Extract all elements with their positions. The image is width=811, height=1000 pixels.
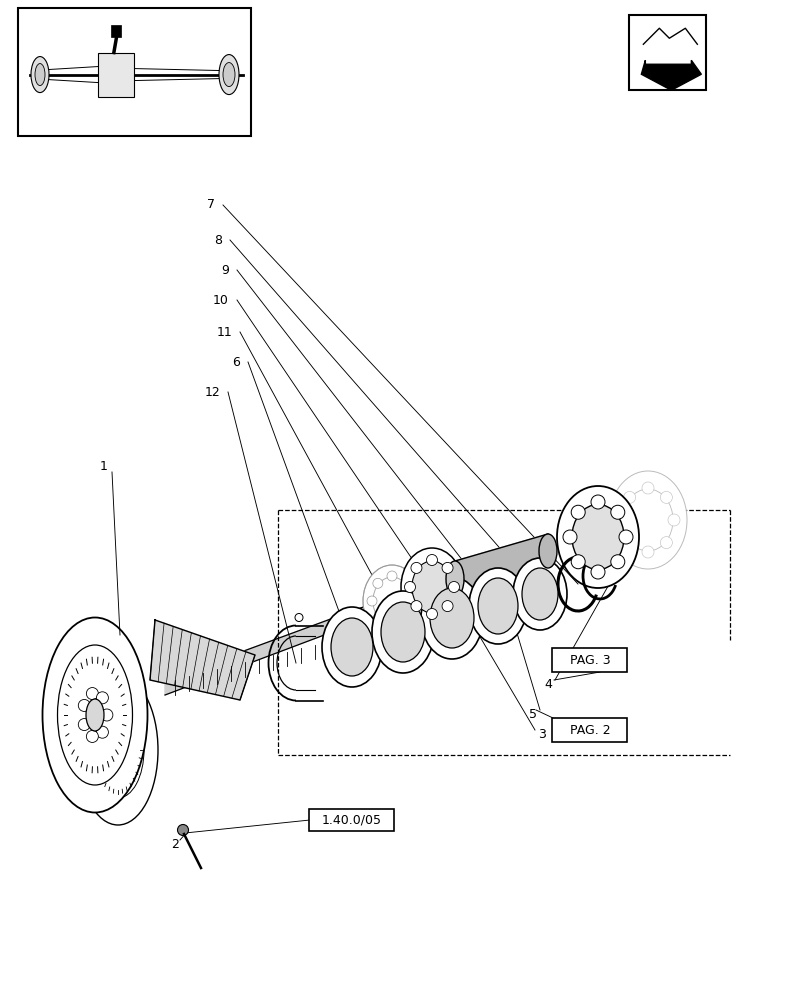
Circle shape [562,530,577,544]
Circle shape [426,554,437,566]
Text: 1.40.0/05: 1.40.0/05 [322,813,381,826]
Circle shape [590,495,604,509]
Ellipse shape [78,675,158,825]
Ellipse shape [556,486,638,588]
Text: 7: 7 [207,198,215,212]
Ellipse shape [363,565,420,637]
Ellipse shape [478,578,517,634]
Circle shape [401,578,410,588]
Ellipse shape [219,55,238,95]
Ellipse shape [622,489,672,551]
Text: 11: 11 [216,326,232,338]
Text: PAG. 3: PAG. 3 [569,654,610,666]
Ellipse shape [380,602,424,662]
Circle shape [659,537,672,549]
Ellipse shape [420,577,483,659]
Ellipse shape [469,568,526,644]
Circle shape [610,555,624,569]
Text: 9: 9 [221,263,229,276]
Ellipse shape [92,702,144,798]
Bar [551,718,627,742]
Text: 3: 3 [538,728,545,742]
Circle shape [406,596,417,606]
Ellipse shape [445,561,463,597]
Bar [98,53,134,97]
Circle shape [616,514,627,526]
Polygon shape [165,553,509,695]
Text: 12: 12 [204,385,220,398]
Circle shape [97,726,109,738]
Polygon shape [642,28,697,44]
Bar [18,8,251,136]
Circle shape [448,582,459,592]
Ellipse shape [521,568,557,620]
Circle shape [97,692,109,704]
Text: 5: 5 [528,708,536,722]
Ellipse shape [223,63,234,87]
Ellipse shape [58,645,132,785]
Text: 1: 1 [100,460,108,474]
Polygon shape [454,534,547,597]
Circle shape [618,530,633,544]
Circle shape [294,613,303,621]
Circle shape [101,709,113,721]
Circle shape [367,596,376,606]
Ellipse shape [31,57,49,93]
Polygon shape [641,60,701,90]
Bar [629,15,705,90]
Ellipse shape [331,618,372,676]
Circle shape [78,699,90,711]
Ellipse shape [608,471,686,569]
Polygon shape [150,620,255,700]
Text: 4: 4 [543,678,551,692]
Circle shape [590,565,604,579]
Circle shape [623,491,635,503]
Text: 10: 10 [212,294,229,306]
Bar [111,25,121,37]
Circle shape [570,505,585,519]
Ellipse shape [513,558,566,630]
Circle shape [642,482,653,494]
Ellipse shape [372,577,410,625]
Circle shape [426,608,437,619]
Text: 2: 2 [171,838,178,851]
Circle shape [372,578,382,588]
Circle shape [372,614,382,624]
Ellipse shape [322,607,381,687]
Ellipse shape [430,588,474,648]
Ellipse shape [411,561,452,613]
Ellipse shape [371,591,433,673]
Circle shape [610,505,624,519]
Circle shape [86,688,98,700]
Circle shape [570,555,585,569]
Ellipse shape [571,504,623,570]
Circle shape [78,719,90,731]
Circle shape [387,571,397,581]
Circle shape [86,730,98,742]
Bar [551,648,627,672]
Ellipse shape [178,824,188,835]
Circle shape [623,537,635,549]
Circle shape [387,621,397,631]
Circle shape [441,562,453,573]
Circle shape [642,546,653,558]
Ellipse shape [35,64,45,86]
Text: 8: 8 [214,233,221,246]
Ellipse shape [42,617,148,812]
Ellipse shape [401,548,462,626]
Text: PAG. 2: PAG. 2 [569,724,610,736]
Circle shape [401,614,410,624]
Ellipse shape [86,699,104,731]
Circle shape [404,582,415,592]
Circle shape [667,514,679,526]
Ellipse shape [539,534,556,568]
Circle shape [659,491,672,503]
Circle shape [410,601,422,612]
Bar [309,809,394,831]
Circle shape [441,601,453,612]
Text: 6: 6 [232,356,240,368]
Circle shape [410,562,422,573]
